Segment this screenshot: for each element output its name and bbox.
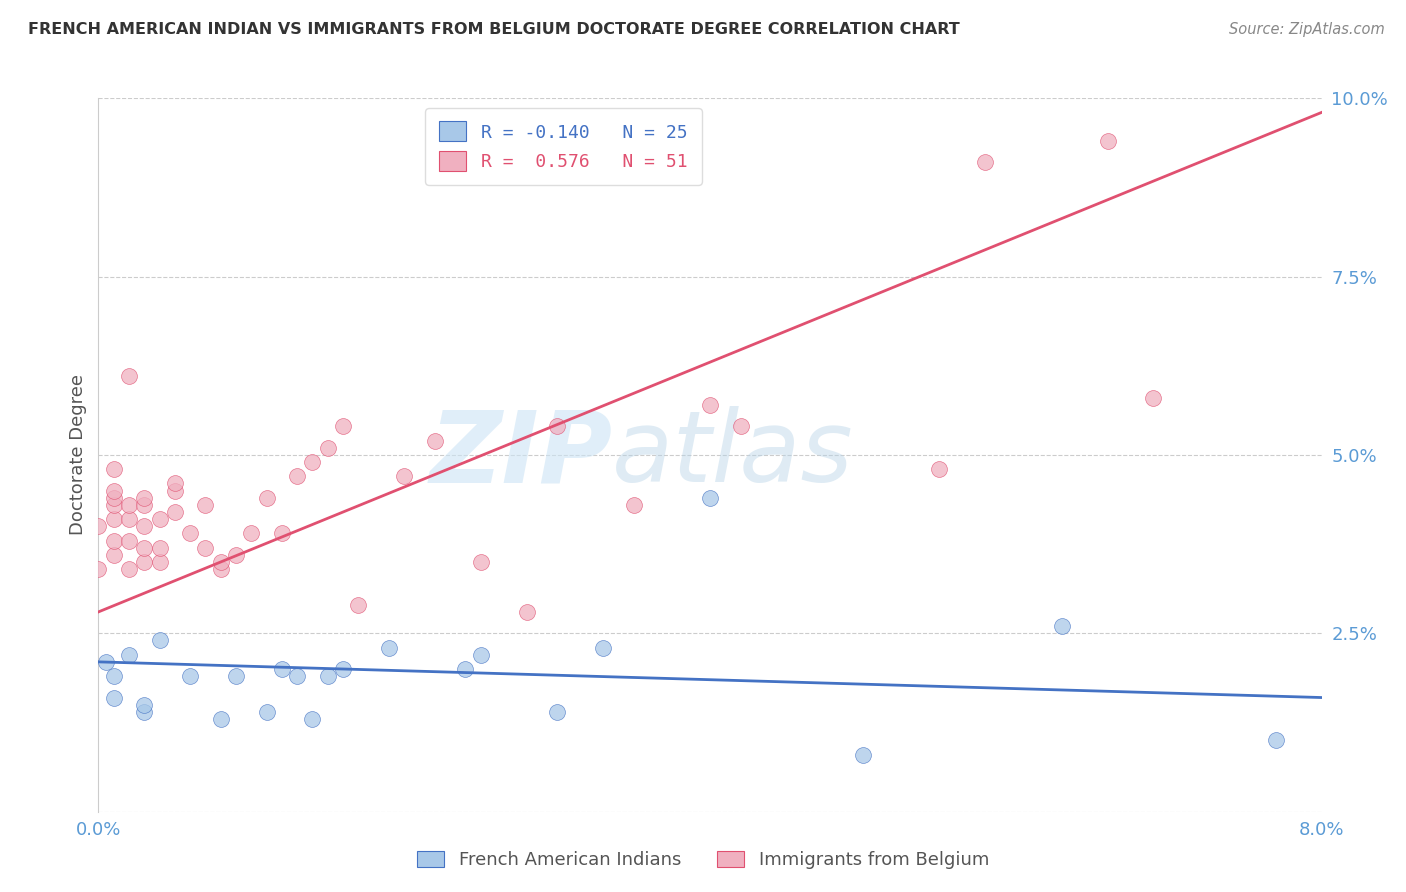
Point [316, 441, 339, 455]
Point [730, 419, 752, 434]
Point [1142, 391, 1164, 405]
Text: ZIP: ZIP [429, 407, 612, 503]
Point [270, 662, 294, 676]
Point [209, 712, 232, 726]
Point [699, 491, 721, 505]
Point [149, 512, 172, 526]
Point [516, 605, 538, 619]
Point [103, 533, 125, 548]
Point [103, 498, 125, 512]
Legend: R = -0.140   N = 25, R =  0.576   N = 51: R = -0.140 N = 25, R = 0.576 N = 51 [425, 108, 702, 185]
Point [301, 455, 323, 469]
Point [94, 655, 117, 669]
Point [1097, 134, 1119, 148]
Point [928, 462, 950, 476]
Point [149, 633, 172, 648]
Point [209, 562, 232, 576]
Point [209, 555, 232, 569]
Point [454, 662, 477, 676]
Point [270, 526, 294, 541]
Point [546, 419, 568, 434]
Point [118, 562, 141, 576]
Point [240, 526, 263, 541]
Point [103, 491, 125, 505]
Point [623, 498, 645, 512]
Point [87, 519, 110, 533]
Point [179, 526, 201, 541]
Y-axis label: Doctorate Degree: Doctorate Degree [69, 375, 87, 535]
Point [285, 469, 308, 483]
Point [103, 512, 125, 526]
Point [470, 648, 492, 662]
Point [134, 519, 156, 533]
Point [134, 705, 156, 719]
Point [194, 498, 217, 512]
Point [103, 462, 125, 476]
Point [118, 369, 141, 384]
Point [347, 598, 370, 612]
Point [103, 669, 125, 683]
Point [179, 669, 201, 683]
Point [134, 541, 156, 555]
Point [699, 398, 721, 412]
Point [301, 712, 323, 726]
Point [149, 555, 172, 569]
Point [1264, 733, 1286, 747]
Point [103, 548, 125, 562]
Point [118, 648, 141, 662]
Text: Source: ZipAtlas.com: Source: ZipAtlas.com [1229, 22, 1385, 37]
Point [592, 640, 614, 655]
Point [134, 698, 156, 712]
Point [163, 476, 186, 491]
Legend: French American Indians, Immigrants from Belgium: French American Indians, Immigrants from… [408, 842, 998, 879]
Text: FRENCH AMERICAN INDIAN VS IMMIGRANTS FROM BELGIUM DOCTORATE DEGREE CORRELATION C: FRENCH AMERICAN INDIAN VS IMMIGRANTS FRO… [28, 22, 960, 37]
Point [163, 483, 186, 498]
Point [852, 747, 875, 762]
Point [103, 690, 125, 705]
Point [134, 498, 156, 512]
Point [1050, 619, 1073, 633]
Point [134, 555, 156, 569]
Point [118, 512, 141, 526]
Point [392, 469, 416, 483]
Point [332, 419, 354, 434]
Point [332, 662, 354, 676]
Point [118, 533, 141, 548]
Point [103, 483, 125, 498]
Point [87, 562, 110, 576]
Point [118, 498, 141, 512]
Point [470, 555, 492, 569]
Point [256, 491, 278, 505]
Point [378, 640, 401, 655]
Point [225, 669, 247, 683]
Point [149, 541, 172, 555]
Point [316, 669, 339, 683]
Point [546, 705, 568, 719]
Point [423, 434, 446, 448]
Text: atlas: atlas [612, 407, 853, 503]
Point [974, 155, 997, 169]
Point [134, 491, 156, 505]
Point [225, 548, 247, 562]
Point [163, 505, 186, 519]
Point [256, 705, 278, 719]
Point [194, 541, 217, 555]
Point [285, 669, 308, 683]
